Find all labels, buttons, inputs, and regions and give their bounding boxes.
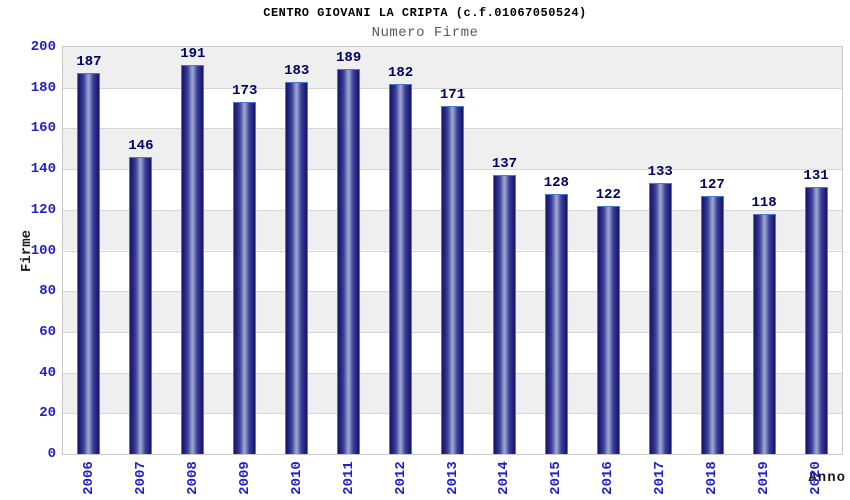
bar-2020	[804, 187, 828, 454]
y-tick-label: 0	[47, 446, 56, 462]
y-tick-label: 40	[39, 364, 56, 381]
bar-2016	[596, 205, 620, 454]
bar-value-label: 183	[284, 62, 310, 79]
x-tick-label: 2017	[652, 461, 669, 495]
x-tick-label: 2006	[80, 461, 97, 495]
bar-2013	[441, 106, 464, 454]
bar-value-label: 182	[387, 64, 414, 81]
bar-value-label: 133	[647, 164, 673, 181]
x-tick-label: 2019	[756, 461, 773, 495]
x-tick-label: 2015	[548, 461, 565, 495]
bar-2019	[752, 213, 776, 454]
y-tick-label: 140	[30, 161, 56, 178]
x-tick-label: 2008	[184, 461, 201, 495]
bar-value-label: 131	[803, 168, 829, 185]
x-tick-label: 2018	[704, 461, 721, 495]
x-tick-label: 2016	[600, 461, 617, 495]
grid-band	[63, 87, 842, 129]
y-tick-label: 120	[30, 201, 56, 218]
x-tick-label: 2012	[392, 461, 409, 495]
bar-value-label: 191	[180, 46, 206, 63]
x-tick-label: 2010	[288, 461, 305, 495]
bar-2008	[181, 65, 205, 454]
y-tick-label: 60	[39, 323, 56, 340]
bar-value-label: 118	[751, 194, 777, 211]
bar-2009	[233, 101, 257, 454]
bar-2014	[492, 175, 516, 454]
bar-value-label: 128	[543, 174, 569, 191]
bar-2017	[648, 183, 672, 454]
x-axis-title: Anno	[808, 470, 846, 486]
bar-2011	[337, 69, 361, 454]
plot-area	[62, 46, 843, 455]
x-tick-label: 2009	[236, 461, 253, 495]
y-tick-label: 100	[30, 242, 56, 259]
bar-2010	[285, 81, 309, 454]
x-tick-label: 2007	[132, 461, 149, 495]
bar-value-label: 127	[699, 176, 725, 193]
bar-2015	[544, 193, 568, 454]
x-tick-label: 2020	[808, 461, 825, 495]
bar-value-label: 173	[232, 82, 258, 99]
bar-value-label: 187	[76, 54, 102, 71]
bar-2007	[129, 156, 153, 454]
bar-2006	[77, 73, 101, 454]
x-tick-label: 2014	[496, 461, 513, 495]
y-tick-label: 200	[30, 39, 56, 55]
bar-value-label: 137	[491, 156, 518, 173]
x-tick-label: 2011	[340, 461, 357, 495]
y-tick-label: 180	[30, 79, 56, 96]
y-tick-label: 20	[39, 405, 56, 422]
bar-value-label: 122	[595, 186, 621, 203]
y-tick-label: 160	[30, 120, 56, 137]
y-tick-label: 80	[39, 283, 56, 300]
bar-value-label: 146	[128, 137, 154, 154]
chart-subtitle: Numero Firme	[371, 25, 479, 41]
bar-value-label: 171	[439, 87, 466, 103]
bar-value-label: 189	[336, 50, 362, 67]
bar-2018	[700, 195, 724, 454]
chart-title: CENTRO GIOVANI LA CRIPTA (c.f.0106705052…	[263, 6, 587, 20]
x-tick-label: 2013	[444, 461, 461, 495]
bar-2012	[389, 83, 413, 454]
